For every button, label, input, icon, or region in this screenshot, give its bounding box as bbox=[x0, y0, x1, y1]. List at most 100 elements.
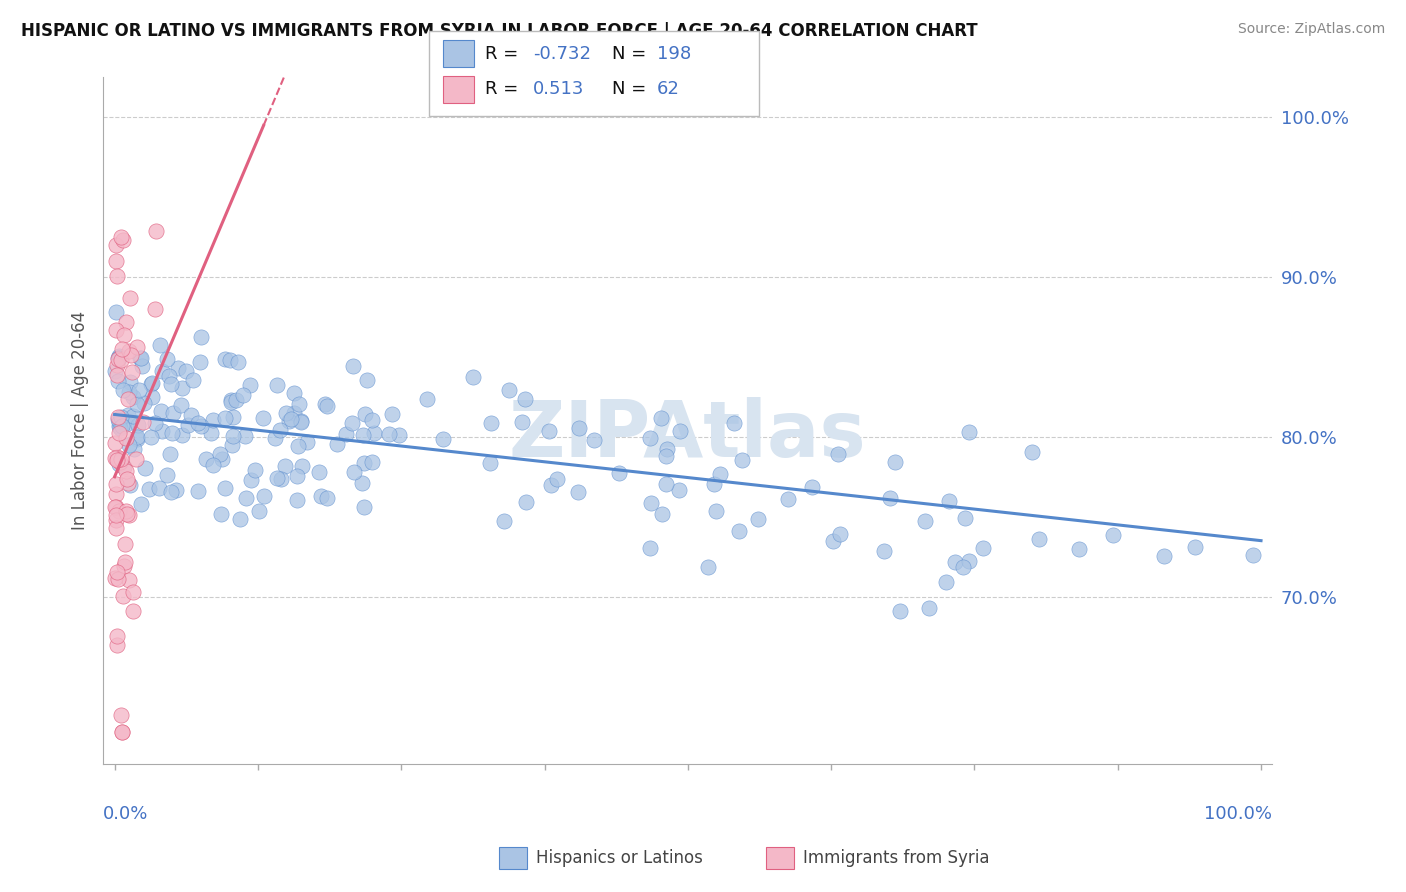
Point bbox=[582, 434, 605, 448]
Point bbox=[914, 514, 936, 528]
Point bbox=[239, 378, 262, 392]
Point bbox=[240, 474, 263, 488]
Point bbox=[150, 404, 173, 418]
Point bbox=[125, 430, 148, 444]
Point bbox=[157, 369, 180, 384]
Point bbox=[141, 390, 163, 404]
Point bbox=[381, 407, 404, 421]
Point bbox=[167, 361, 190, 376]
Point bbox=[121, 390, 143, 404]
Point bbox=[104, 571, 127, 585]
Point bbox=[668, 483, 690, 498]
Point bbox=[105, 487, 128, 501]
Point bbox=[107, 409, 129, 424]
Point bbox=[120, 375, 142, 389]
Point bbox=[114, 464, 136, 478]
Point bbox=[214, 481, 236, 495]
Point bbox=[141, 376, 163, 391]
Point bbox=[747, 512, 769, 526]
Point bbox=[114, 417, 136, 431]
Point bbox=[498, 383, 520, 397]
Point bbox=[150, 364, 173, 378]
Point bbox=[118, 344, 141, 359]
Point bbox=[201, 412, 224, 426]
Point bbox=[515, 495, 537, 509]
Point bbox=[111, 342, 134, 356]
Point bbox=[273, 459, 295, 474]
Point bbox=[568, 420, 591, 434]
Text: Source: ZipAtlas.com: Source: ZipAtlas.com bbox=[1237, 22, 1385, 37]
Point bbox=[112, 459, 135, 474]
Point bbox=[114, 536, 136, 550]
Point bbox=[513, 392, 536, 406]
Point bbox=[640, 541, 662, 555]
Point bbox=[225, 393, 247, 408]
Point bbox=[121, 409, 143, 423]
Point bbox=[110, 410, 132, 425]
Point bbox=[104, 436, 127, 450]
Point bbox=[342, 359, 364, 373]
Point bbox=[917, 601, 939, 615]
Point bbox=[180, 409, 202, 423]
Point bbox=[118, 478, 141, 492]
Point bbox=[181, 373, 204, 387]
Point bbox=[121, 604, 143, 618]
Point bbox=[1184, 540, 1206, 554]
Point bbox=[479, 456, 502, 470]
Point bbox=[187, 417, 209, 431]
Point bbox=[114, 555, 136, 569]
Point bbox=[316, 399, 339, 413]
Point bbox=[169, 398, 191, 412]
Point bbox=[567, 485, 589, 500]
Point bbox=[145, 224, 167, 238]
Point bbox=[253, 489, 276, 503]
Point bbox=[172, 382, 194, 396]
Text: 0.0%: 0.0% bbox=[103, 805, 149, 823]
Point bbox=[105, 565, 128, 579]
Point bbox=[316, 491, 339, 505]
Point bbox=[150, 424, 173, 438]
Point bbox=[546, 473, 568, 487]
Point bbox=[105, 521, 128, 535]
Point bbox=[110, 707, 132, 722]
Point bbox=[1153, 549, 1175, 563]
Point bbox=[115, 472, 138, 486]
Point bbox=[104, 476, 127, 491]
Point bbox=[287, 469, 309, 483]
Point bbox=[117, 475, 139, 490]
Point bbox=[170, 427, 193, 442]
Point bbox=[134, 460, 156, 475]
Text: Immigrants from Syria: Immigrants from Syria bbox=[803, 849, 990, 867]
Point bbox=[232, 388, 254, 402]
Point bbox=[353, 456, 375, 470]
Point bbox=[107, 504, 129, 518]
Point bbox=[295, 434, 318, 449]
Point bbox=[188, 355, 211, 369]
Text: 62: 62 bbox=[657, 80, 679, 98]
Point bbox=[105, 450, 128, 464]
Point bbox=[607, 466, 630, 480]
Point bbox=[112, 558, 135, 573]
Point bbox=[290, 415, 312, 429]
Point bbox=[174, 364, 197, 378]
Point bbox=[112, 460, 135, 475]
Point bbox=[335, 426, 357, 441]
Point bbox=[233, 429, 256, 443]
Point bbox=[115, 503, 138, 517]
Point bbox=[538, 425, 561, 439]
Point bbox=[308, 466, 330, 480]
Point bbox=[378, 426, 401, 441]
Point bbox=[105, 638, 128, 652]
Point bbox=[108, 351, 131, 365]
Point bbox=[105, 254, 128, 268]
Point bbox=[731, 452, 754, 467]
Point bbox=[104, 451, 127, 466]
Point bbox=[640, 431, 662, 445]
Point bbox=[159, 447, 181, 461]
Point bbox=[125, 432, 148, 446]
Point bbox=[138, 483, 160, 497]
Point bbox=[709, 467, 731, 482]
Point bbox=[156, 468, 179, 483]
Point bbox=[125, 340, 148, 354]
Point bbox=[107, 375, 129, 389]
